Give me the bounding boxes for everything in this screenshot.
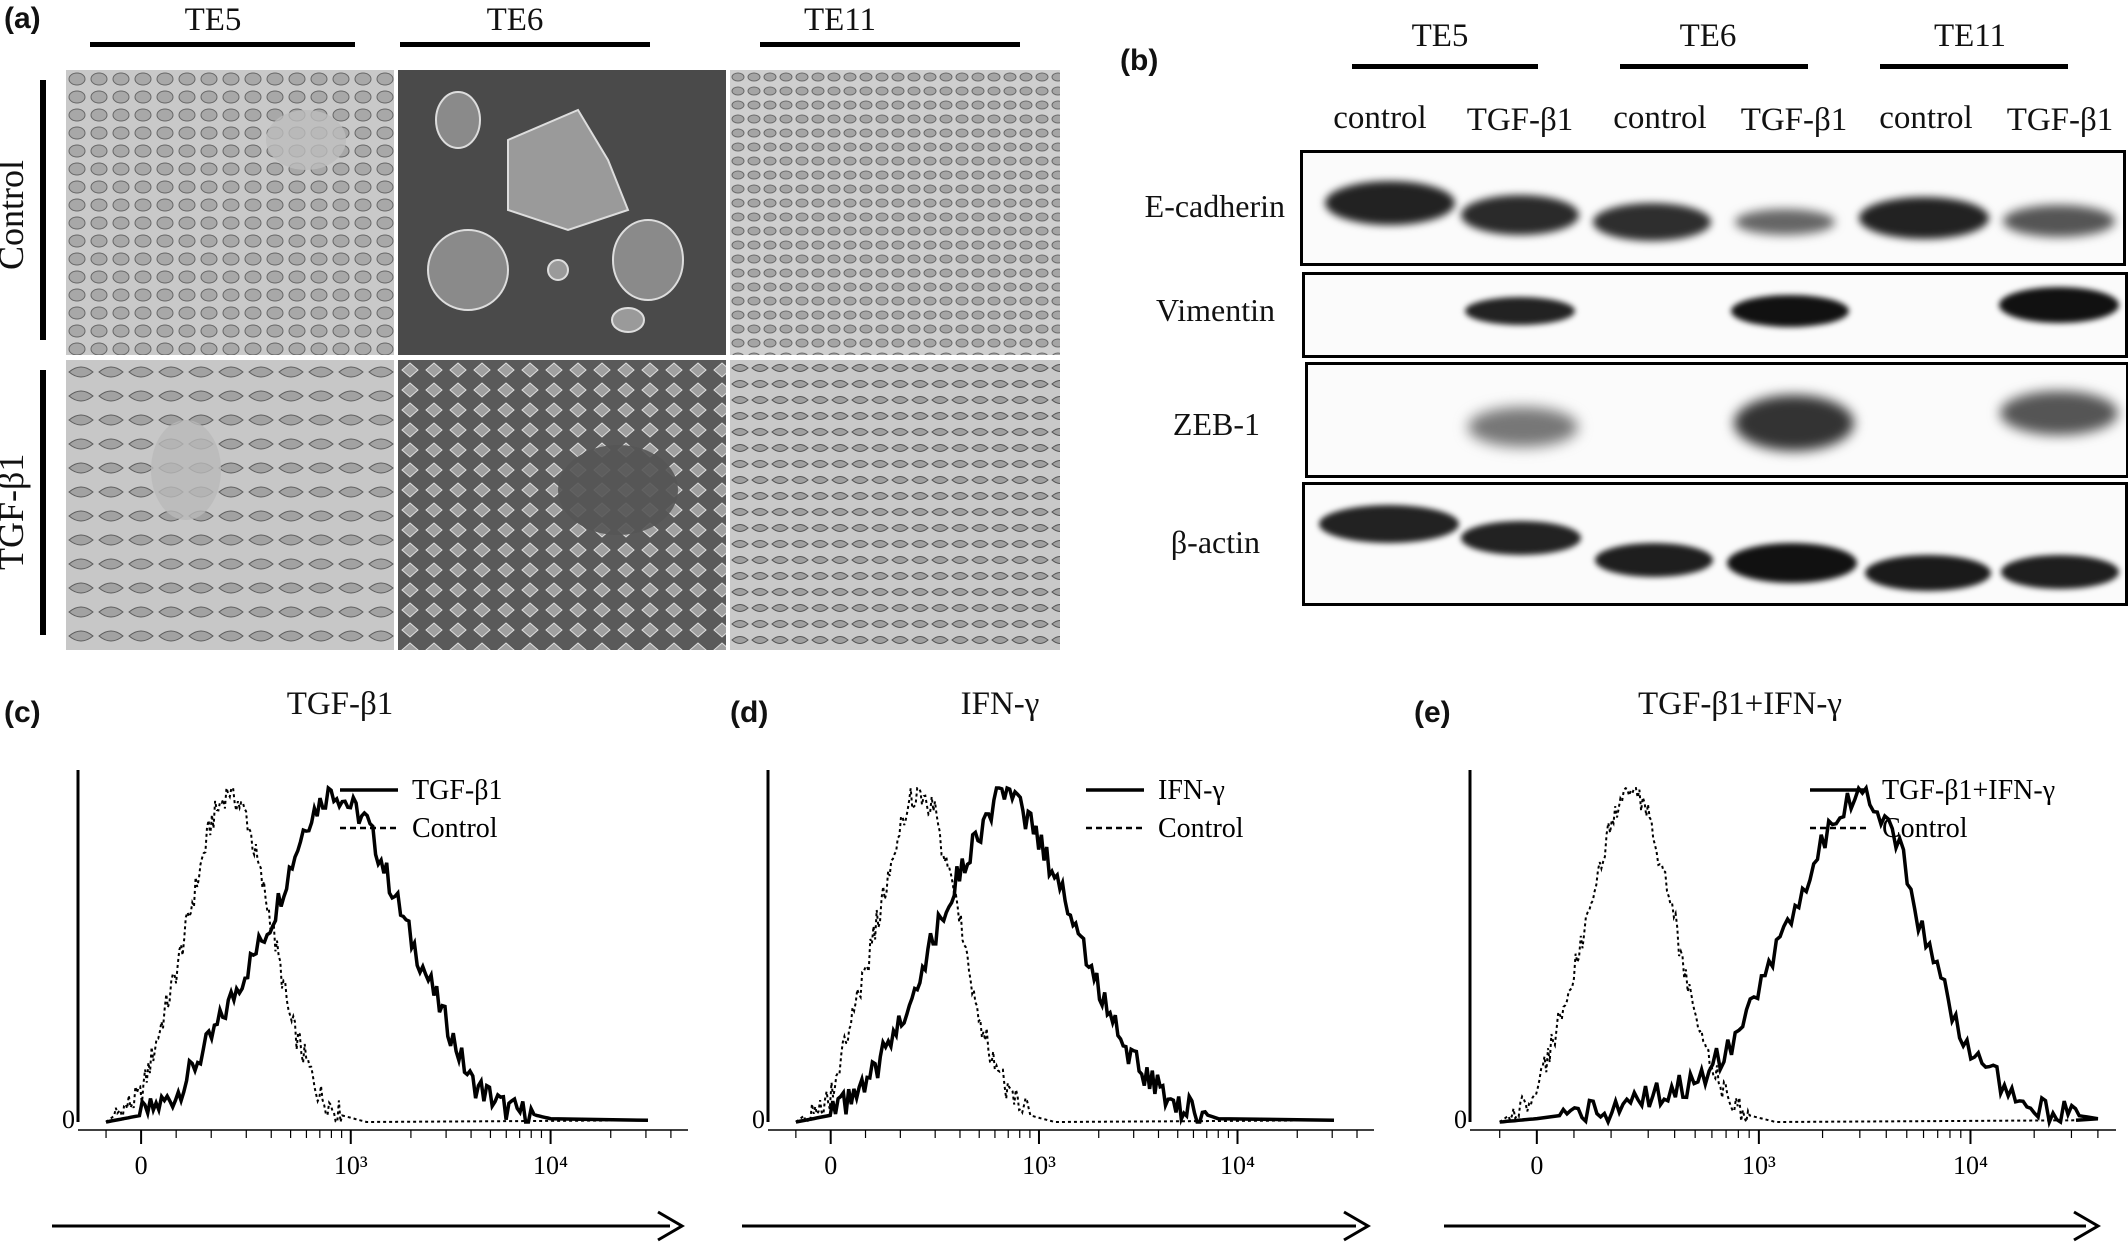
legend-label: TGF-β1 xyxy=(412,775,502,806)
col-header-te11: TE11 xyxy=(803,2,877,38)
blot-vimentin xyxy=(1302,272,2128,358)
band xyxy=(1727,543,1857,583)
legend-label: IFN-γ xyxy=(1158,775,1225,806)
band xyxy=(1461,195,1579,235)
y-tick-label: 0 xyxy=(62,1105,75,1134)
blot-header-te11: TE11 xyxy=(1933,18,2007,54)
band xyxy=(1319,505,1459,543)
band xyxy=(1734,395,1854,451)
legend-label: Control xyxy=(412,813,498,844)
arrow-head xyxy=(657,1210,685,1242)
lane-label-2: TGF-β1 xyxy=(1466,102,1574,138)
legend-label: Control xyxy=(1158,813,1244,844)
arrow-head xyxy=(2073,1210,2101,1242)
col-header-te5: TE5 xyxy=(184,2,242,38)
band xyxy=(1325,181,1455,225)
col-bar-te11 xyxy=(760,42,1020,47)
panel-b-label: (b) xyxy=(1120,44,1159,77)
x-tick-label: 0 xyxy=(824,1151,837,1180)
lane-label-1: control xyxy=(1333,100,1427,136)
x-axis-label: PD-L1 xyxy=(1713,1253,1800,1256)
panel-a-label: (a) xyxy=(4,2,41,35)
band xyxy=(1468,407,1578,447)
band xyxy=(1865,555,1991,591)
band xyxy=(1735,209,1835,235)
band xyxy=(1595,543,1713,577)
histogram-c-title: TGF-β1 xyxy=(286,686,394,722)
histogram-curve-control xyxy=(105,787,649,1124)
histogram-e: 0 0 10³ 10⁴ PD-L1 TGF-β1+IFN-γ Control xyxy=(1444,770,2116,1256)
col-bar-te5 xyxy=(90,42,355,47)
blot-bar-te5 xyxy=(1352,64,1538,69)
legend-label: Control xyxy=(1882,813,1968,844)
histogram-c: 0 0 10³ 10⁴ PD-L1 TGF-β1 Control xyxy=(52,770,688,1256)
histogram-curve-treated xyxy=(1499,783,2099,1129)
lane-label-3: control xyxy=(1613,100,1707,136)
x-axis-label: PD-L1 xyxy=(997,1253,1084,1256)
arrow-head xyxy=(1343,1210,1371,1242)
histogram-curve-control xyxy=(1499,786,2077,1126)
protein-label-bactin: β-actin xyxy=(1170,524,1260,560)
x-tick-label: 10³ xyxy=(1742,1151,1776,1180)
row-bar-control xyxy=(40,80,46,340)
micrograph-te11-control xyxy=(730,70,1060,355)
lane-label-6: TGF-β1 xyxy=(2006,102,2114,138)
blot-bactin xyxy=(1302,482,2128,606)
lane-label-4: TGF-β1 xyxy=(1740,102,1848,138)
col-bar-te6 xyxy=(400,42,650,47)
panel-e-label: (e) xyxy=(1414,696,1451,729)
blot-header-te6: TE6 xyxy=(1679,18,1737,54)
band xyxy=(1465,297,1575,325)
band xyxy=(1731,295,1849,327)
row-bar-tgfb1 xyxy=(40,370,46,635)
y-tick-label: 0 xyxy=(1454,1105,1467,1134)
panel-c-label: (c) xyxy=(4,696,41,729)
histogram-d: 0 0 10³ 10⁴ PD-L1 IFN-γ Control xyxy=(742,770,1374,1256)
protein-label-ecadherin: E-cadherin xyxy=(1144,188,1285,224)
y-tick-label: 0 xyxy=(752,1105,765,1134)
x-tick-label: 10⁴ xyxy=(1220,1151,1255,1180)
micrograph-te6-control xyxy=(398,70,726,355)
band xyxy=(1461,521,1581,555)
x-tick-label: 0 xyxy=(135,1151,148,1180)
protein-label-zeb1: ZEB-1 xyxy=(1172,406,1260,442)
band xyxy=(2003,205,2115,237)
micrograph-grid xyxy=(66,70,1060,650)
band xyxy=(1593,203,1711,241)
blot-zeb1 xyxy=(1305,362,2128,478)
histogram-curve-treated xyxy=(795,785,1335,1126)
band xyxy=(2001,555,2119,589)
micrograph-te6-tgfb1 xyxy=(398,360,726,650)
band xyxy=(1999,287,2119,323)
blot-bar-te11 xyxy=(1880,64,2068,69)
x-tick-label: 10⁴ xyxy=(533,1151,568,1180)
histogram-curve-control xyxy=(795,787,1335,1124)
histogram-d-title: IFN-γ xyxy=(960,686,1040,722)
blot-bar-te6 xyxy=(1620,64,1808,69)
micrograph-te5-tgfb1 xyxy=(66,360,394,650)
micrograph-te5-control xyxy=(66,70,394,355)
blot-ecadherin xyxy=(1300,150,2126,266)
band xyxy=(2000,391,2118,435)
histogram-curve-treated xyxy=(105,784,649,1124)
col-header-te6: TE6 xyxy=(486,2,544,38)
panel-d-label: (d) xyxy=(730,696,769,729)
protein-label-vimentin: Vimentin xyxy=(1156,292,1275,328)
x-tick-label: 10³ xyxy=(1022,1151,1056,1180)
legend-label: TGF-β1+IFN-γ xyxy=(1882,775,2055,806)
row-label-control: Control xyxy=(0,159,31,270)
x-axis-label: PD-L1 xyxy=(309,1253,396,1256)
x-tick-label: 10³ xyxy=(334,1151,368,1180)
histogram-e-title: TGF-β1+IFN-γ xyxy=(1638,686,1842,722)
x-tick-label: 10⁴ xyxy=(1953,1151,1988,1180)
micrograph-te11-tgfb1 xyxy=(730,360,1060,650)
band xyxy=(1859,197,1989,239)
x-tick-label: 0 xyxy=(1530,1151,1543,1180)
lane-label-5: control xyxy=(1879,100,1973,136)
blot-header-te5: TE5 xyxy=(1411,18,1469,54)
row-label-tgfb1: TGF-β1 xyxy=(0,453,31,570)
